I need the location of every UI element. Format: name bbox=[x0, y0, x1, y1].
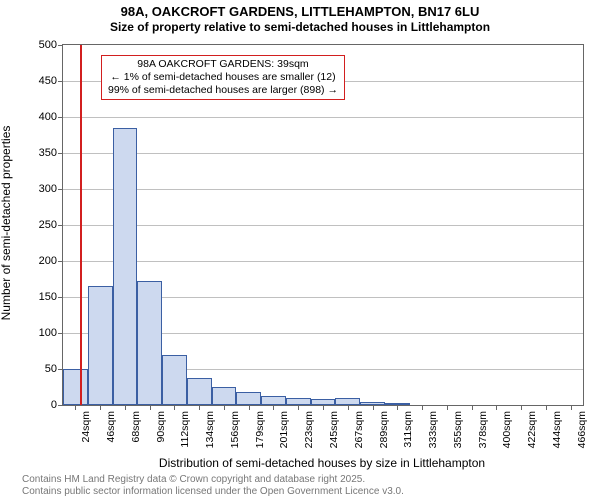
chart-subtitle: Size of property relative to semi-detach… bbox=[0, 20, 600, 34]
histogram-bar bbox=[335, 398, 360, 405]
annotation-line: 99% of semi-detached houses are larger (… bbox=[108, 84, 338, 97]
x-tick-label: 46sqm bbox=[105, 411, 117, 443]
y-tick-mark bbox=[58, 189, 63, 190]
y-tick-label: 350 bbox=[39, 147, 57, 159]
annotation-line: 98A OAKCROFT GARDENS: 39sqm bbox=[108, 58, 338, 71]
x-tick-label: 179sqm bbox=[254, 411, 266, 448]
x-tick-label: 267sqm bbox=[353, 411, 365, 448]
chart-footer: Contains HM Land Registry data © Crown c… bbox=[22, 474, 404, 498]
x-tick-mark bbox=[348, 405, 349, 410]
x-tick-mark bbox=[174, 405, 175, 410]
x-tick-label: 422sqm bbox=[526, 411, 538, 448]
y-tick-mark bbox=[58, 405, 63, 406]
histogram-bar bbox=[113, 128, 138, 405]
y-tick-mark bbox=[58, 261, 63, 262]
histogram-bar bbox=[63, 369, 88, 405]
x-tick-label: 134sqm bbox=[204, 411, 216, 448]
x-tick-mark bbox=[100, 405, 101, 410]
x-tick-label: 90sqm bbox=[155, 411, 167, 443]
x-tick-mark bbox=[150, 405, 151, 410]
x-tick-mark bbox=[249, 405, 250, 410]
y-tick-label: 250 bbox=[39, 219, 57, 231]
x-tick-label: 311sqm bbox=[402, 411, 414, 448]
x-tick-mark bbox=[224, 405, 225, 410]
x-axis-label: Distribution of semi-detached houses by … bbox=[62, 456, 582, 470]
x-tick-mark bbox=[373, 405, 374, 410]
plot-area: 05010015020025030035040045050024sqm46sqm… bbox=[62, 44, 584, 406]
x-tick-label: 378sqm bbox=[477, 411, 489, 448]
x-tick-mark bbox=[496, 405, 497, 410]
x-tick-label: 289sqm bbox=[378, 411, 390, 448]
histogram-bar bbox=[137, 281, 162, 405]
y-tick-label: 500 bbox=[39, 39, 57, 51]
y-tick-mark bbox=[58, 153, 63, 154]
x-tick-mark bbox=[447, 405, 448, 410]
gridline bbox=[63, 225, 583, 226]
chart-title: 98A, OAKCROFT GARDENS, LITTLEHAMPTON, BN… bbox=[0, 0, 600, 20]
y-tick-label: 100 bbox=[39, 327, 57, 339]
footer-line-1: Contains HM Land Registry data © Crown c… bbox=[22, 474, 404, 486]
gridline bbox=[63, 153, 583, 154]
y-axis-label: Number of semi-detached properties bbox=[0, 113, 13, 333]
x-tick-label: 156sqm bbox=[229, 411, 241, 448]
x-tick-mark bbox=[521, 405, 522, 410]
histogram-bar bbox=[88, 286, 113, 405]
histogram-bar bbox=[236, 392, 261, 405]
x-tick-label: 444sqm bbox=[551, 411, 563, 448]
y-tick-mark bbox=[58, 333, 63, 334]
x-tick-mark bbox=[323, 405, 324, 410]
y-tick-mark bbox=[58, 81, 63, 82]
x-tick-label: 355sqm bbox=[452, 411, 464, 448]
reference-line bbox=[80, 45, 82, 405]
histogram-bar bbox=[187, 378, 212, 405]
x-tick-label: 24sqm bbox=[80, 411, 92, 443]
x-tick-label: 68sqm bbox=[130, 411, 142, 443]
y-tick-mark bbox=[58, 297, 63, 298]
y-tick-label: 0 bbox=[51, 399, 57, 411]
annotation-line: ← 1% of semi-detached houses are smaller… bbox=[108, 71, 338, 84]
x-tick-label: 333sqm bbox=[427, 411, 439, 448]
x-tick-mark bbox=[298, 405, 299, 410]
property-size-chart: 98A, OAKCROFT GARDENS, LITTLEHAMPTON, BN… bbox=[0, 0, 600, 500]
y-tick-mark bbox=[58, 225, 63, 226]
y-tick-label: 400 bbox=[39, 111, 57, 123]
gridline bbox=[63, 261, 583, 262]
gridline bbox=[63, 117, 583, 118]
y-tick-label: 450 bbox=[39, 75, 57, 87]
histogram-bar bbox=[286, 398, 311, 405]
histogram-bar bbox=[261, 396, 286, 405]
x-tick-mark bbox=[546, 405, 547, 410]
x-tick-mark bbox=[472, 405, 473, 410]
footer-line-2: Contains public sector information licen… bbox=[22, 486, 404, 498]
x-tick-mark bbox=[199, 405, 200, 410]
x-tick-mark bbox=[422, 405, 423, 410]
histogram-bar bbox=[212, 387, 237, 405]
y-tick-label: 300 bbox=[39, 183, 57, 195]
y-tick-mark bbox=[58, 117, 63, 118]
y-tick-label: 50 bbox=[45, 363, 57, 375]
x-tick-label: 245sqm bbox=[328, 411, 340, 448]
x-tick-label: 112sqm bbox=[179, 411, 191, 448]
y-tick-mark bbox=[58, 45, 63, 46]
x-tick-label: 223sqm bbox=[303, 411, 315, 448]
x-tick-mark bbox=[75, 405, 76, 410]
y-tick-label: 200 bbox=[39, 255, 57, 267]
x-tick-label: 201sqm bbox=[278, 411, 290, 448]
annotation-box: 98A OAKCROFT GARDENS: 39sqm← 1% of semi-… bbox=[101, 55, 345, 100]
x-tick-mark bbox=[571, 405, 572, 410]
x-tick-mark bbox=[397, 405, 398, 410]
y-tick-label: 150 bbox=[39, 291, 57, 303]
histogram-bar bbox=[162, 355, 187, 405]
x-tick-label: 400sqm bbox=[501, 411, 513, 448]
x-tick-mark bbox=[273, 405, 274, 410]
gridline bbox=[63, 189, 583, 190]
x-tick-mark bbox=[125, 405, 126, 410]
x-tick-label: 466sqm bbox=[576, 411, 588, 448]
